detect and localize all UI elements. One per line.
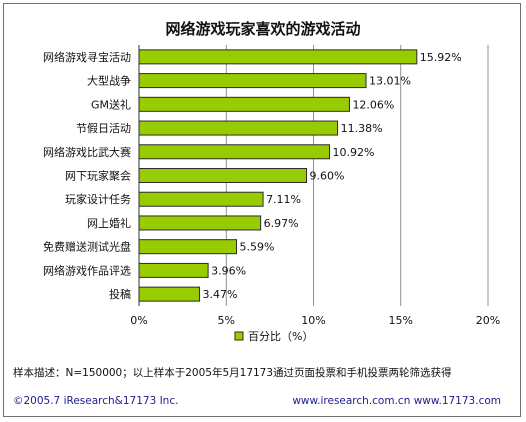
bar — [138, 191, 264, 207]
category-label: 网下玩家聚会 — [65, 169, 131, 183]
category-label: 网上婚礼 — [87, 216, 131, 230]
data-label: 13.01% — [369, 75, 411, 88]
category-label: 网络游戏作品评选 — [43, 263, 131, 277]
chart-frame — [3, 3, 521, 417]
data-label: 9.60% — [310, 170, 345, 183]
data-label: 10.92% — [333, 146, 375, 159]
data-label: 7.11% — [266, 193, 301, 206]
tick-label: 15% — [389, 314, 413, 327]
legend-swatch — [234, 331, 244, 341]
bar — [138, 215, 262, 231]
category-label: 网络游戏寻宝活动 — [43, 50, 131, 64]
data-label: 11.38% — [341, 122, 383, 135]
legend: 百分比（%） — [234, 330, 313, 343]
bars: 15.92% 13.01% 12.06% 11.38% 10.92% 9.60% 7.11%… — [138, 49, 462, 302]
copyright-footer: ©2005.7 iResearch&17173 Inc. — [13, 395, 179, 407]
category-label: 免费赠送测试光盘 — [43, 240, 131, 254]
bar — [138, 262, 209, 278]
data-label: 3.96% — [211, 264, 246, 277]
legend-label: 百分比（%） — [248, 330, 313, 343]
tick-label: 0% — [130, 314, 147, 327]
bar — [138, 286, 201, 302]
bar — [138, 144, 331, 160]
category-label: 大型战争 — [87, 74, 131, 88]
data-label: 5.59% — [240, 241, 275, 254]
chart-title: 网络游戏玩家喜欢的游戏活动 — [165, 20, 360, 38]
tick-label: 5% — [218, 314, 235, 327]
bar — [138, 96, 350, 112]
category-label: GM送礼 — [91, 97, 131, 111]
x-axis-ticks: 0% 5% 10% 15% 20% — [130, 314, 500, 327]
data-label: 12.06% — [352, 98, 394, 111]
data-label: 3.47% — [203, 288, 238, 301]
category-label: 投稿 — [109, 287, 131, 301]
data-label: 6.97% — [264, 217, 299, 230]
tick-label: 20% — [476, 314, 500, 327]
bar — [138, 49, 418, 65]
category-label: 玩家设计任务 — [65, 192, 131, 206]
tick-label: 10% — [301, 314, 325, 327]
bar — [138, 168, 308, 183]
category-label: 网络游戏比武大赛 — [43, 145, 131, 159]
category-label: 节假日活动 — [76, 121, 131, 135]
bar — [138, 73, 367, 89]
bar — [138, 239, 238, 255]
bar — [138, 120, 339, 136]
website-footer[interactable]: www.iresearch.com.cn www.17173.com — [292, 395, 501, 407]
sample-note: 样本描述：N=150000；以上样本于2005年5月17173通过页面投票和手机… — [13, 367, 452, 379]
data-label: 15.92% — [420, 51, 462, 64]
